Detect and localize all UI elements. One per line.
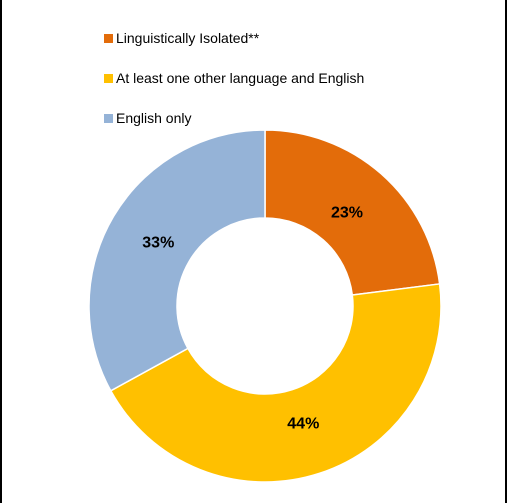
- left-border: [0, 0, 2, 503]
- legend-swatch: [104, 73, 113, 83]
- legend-swatch: [104, 33, 113, 43]
- donut-slice: [264, 129, 441, 296]
- legend-label: At least one other language and English: [116, 70, 365, 86]
- slice-data-label: 33%: [142, 234, 174, 251]
- donut-slice: [88, 129, 266, 392]
- legend-item-linguistically-isolated: Linguistically Isolated**: [104, 28, 364, 48]
- donut-slice: [109, 283, 442, 483]
- legend-label: English only: [116, 110, 192, 126]
- slice-data-label: 44%: [287, 415, 319, 432]
- legend-item-other-language-and-english: At least one other language and English: [104, 68, 364, 88]
- legend-swatch: [104, 113, 113, 123]
- slice-data-label: 23%: [331, 205, 363, 222]
- legend-item-english-only: English only: [104, 108, 364, 128]
- right-border: [505, 0, 507, 503]
- legend-label: Linguistically Isolated**: [116, 30, 260, 46]
- legend: Linguistically Isolated** At least one o…: [104, 28, 364, 148]
